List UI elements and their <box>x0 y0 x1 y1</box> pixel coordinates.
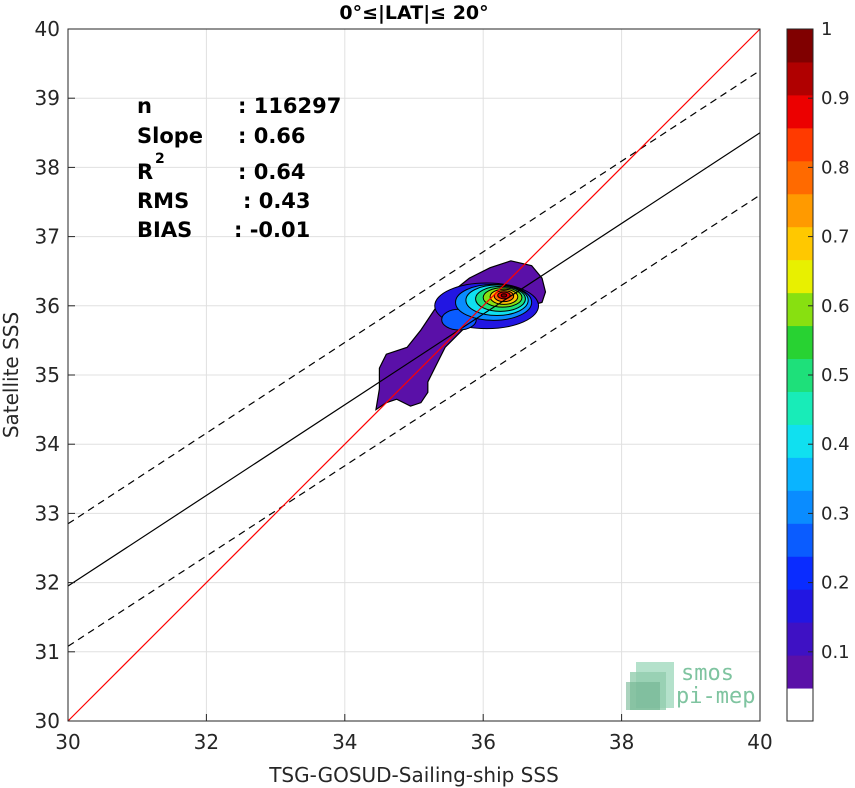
colorbar-bin <box>787 688 813 722</box>
y-tick-label: 39 <box>35 86 60 110</box>
y-tick-label: 37 <box>35 225 60 249</box>
y-tick-label: 32 <box>35 571 60 595</box>
fit-regression-line <box>67 132 761 587</box>
colorbar-bin <box>787 391 813 425</box>
colorbar-bin <box>787 226 813 261</box>
stat-r2-label: R <box>137 160 153 184</box>
colorbar-tick-label: 0.1 <box>821 642 850 663</box>
chart-title: 0°≤|LAT|≤ 20° <box>339 2 488 24</box>
stat-rms-label: RMS <box>137 189 189 213</box>
colorbar-bin <box>787 160 813 195</box>
smos-pimep-logo: smos pi-mep <box>626 661 755 710</box>
x-axis-label: TSG-GOSUD-Sailing-ship SSS <box>268 763 559 787</box>
colorbar-bin <box>787 457 813 491</box>
colorbar-bin <box>787 325 813 360</box>
colorbar-tick-label: 0.8 <box>821 157 850 178</box>
statistics-block: n : 116297 Slope : 0.66 R 2 : 0.64 RMS :… <box>137 94 341 242</box>
x-tick-label: 38 <box>609 730 634 754</box>
stat-rms-value: : 0.43 <box>243 189 311 213</box>
colorbar-bin <box>787 292 813 327</box>
colorbar-bin <box>787 490 813 524</box>
colorbar-ticks: 0.1 0.2 0.3 0.4 0.5 0.6 0.7 0.8 0.9 1 <box>808 19 850 663</box>
colorbar-bin <box>787 523 813 557</box>
stat-slope-label: Slope <box>137 124 203 148</box>
stat-r2-superscript: 2 <box>155 151 165 167</box>
x-tick-label: 30 <box>55 730 80 754</box>
stat-bias-label: BIAS <box>137 218 192 242</box>
x-axis-ticks: 30 32 34 36 38 40 <box>55 714 773 754</box>
y-axis-label: Satellite SSS <box>0 312 23 438</box>
y-tick-label: 40 <box>35 17 60 41</box>
colorbar-tick-label: 0.5 <box>821 365 850 386</box>
colorbar-bin <box>787 556 813 590</box>
identity-line <box>67 28 761 722</box>
density-contour <box>500 293 508 298</box>
colorbar-bin <box>787 29 813 63</box>
y-tick-label: 38 <box>35 155 60 179</box>
y-tick-label: 35 <box>35 363 60 387</box>
colorbar-bin <box>787 193 813 228</box>
colorbar-bin <box>787 622 813 656</box>
x-tick-label: 34 <box>332 730 357 754</box>
y-tick-label: 36 <box>35 294 60 318</box>
colorbar-tick-label: 0.2 <box>821 573 850 594</box>
stat-bias-value: : -0.01 <box>234 218 310 242</box>
x-tick-label: 32 <box>194 730 219 754</box>
colorbar-bin <box>787 259 813 294</box>
colorbar-bin <box>787 94 813 129</box>
stat-n-label: n <box>137 94 152 118</box>
logo-text-smos: smos <box>681 661 734 686</box>
logo-text-pimep: pi-mep <box>676 684 755 709</box>
logo-mark-icon <box>626 662 674 710</box>
regression-lines <box>67 28 761 722</box>
colorbar-bin <box>787 589 813 623</box>
colorbar-bin <box>787 127 813 162</box>
stat-n-value: : 116297 <box>238 94 341 118</box>
fit-upper-dashed-line <box>67 70 761 525</box>
stat-r2-value: : 0.64 <box>238 160 306 184</box>
y-axis-ticks: 30 31 32 33 34 35 36 37 38 39 40 <box>35 17 75 733</box>
colorbar-bin <box>787 655 813 689</box>
y-tick-label: 34 <box>35 432 60 456</box>
colorbar-bin <box>787 61 813 96</box>
x-tick-label: 36 <box>470 730 495 754</box>
fit-lower-dashed-line <box>67 194 761 647</box>
colorbar-tick-label: 0.3 <box>821 503 850 524</box>
x-tick-label: 40 <box>747 730 772 754</box>
colorbar-tick-label: 0.6 <box>821 296 850 317</box>
colorbar-tick-label: 0.9 <box>821 88 850 109</box>
colorbar-tick-label: 0.4 <box>821 434 850 455</box>
colorbar-tick-label: 1 <box>821 19 832 40</box>
colorbar <box>787 29 813 722</box>
colorbar-bin <box>787 424 813 458</box>
y-tick-label: 31 <box>35 640 60 664</box>
y-tick-label: 33 <box>35 501 60 525</box>
stat-slope-value: : 0.66 <box>238 124 306 148</box>
y-tick-label: 30 <box>35 709 60 733</box>
colorbar-tick-label: 0.7 <box>821 227 850 248</box>
